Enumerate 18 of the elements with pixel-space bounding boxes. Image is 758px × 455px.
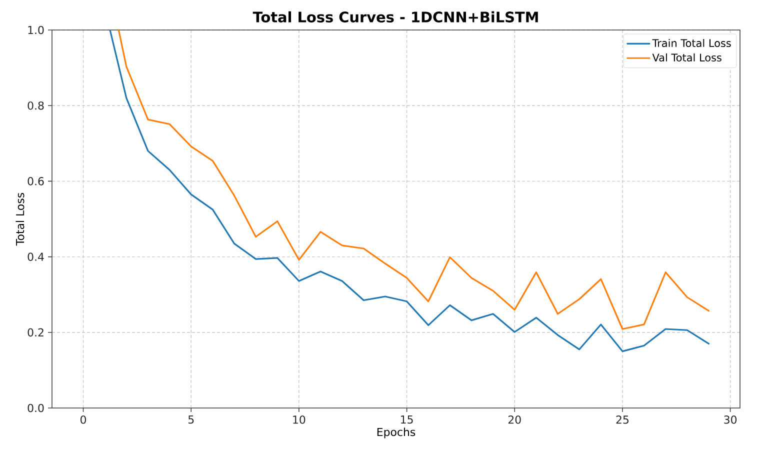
y-tick-label: 1.0 — [28, 26, 44, 34]
x-tick-label: 0 — [80, 416, 86, 424]
legend-label: Val Total Loss — [652, 53, 722, 62]
x-tick-label: 30 — [724, 416, 737, 424]
x-axis-title: Epochs — [377, 428, 416, 438]
x-tick-label: 10 — [293, 416, 306, 424]
y-tick-label: 0.8 — [28, 101, 44, 110]
x-tick-label: 5 — [188, 416, 194, 424]
y-axis-title: Total Loss — [16, 192, 24, 246]
x-tick-label: 20 — [508, 416, 521, 424]
chart-title: Total Loss Curves - 1DCNN+BiLSTM — [252, 11, 538, 22]
y-tick-label: 0.4 — [28, 252, 44, 261]
y-tick-label: 0.2 — [28, 328, 44, 337]
y-tick-label: 0.0 — [28, 404, 44, 412]
x-tick-label: 15 — [401, 416, 413, 424]
y-tick-label: 0.6 — [28, 177, 44, 186]
legend-label: Train Total Loss — [652, 38, 731, 48]
x-tick-label: 25 — [616, 416, 628, 424]
